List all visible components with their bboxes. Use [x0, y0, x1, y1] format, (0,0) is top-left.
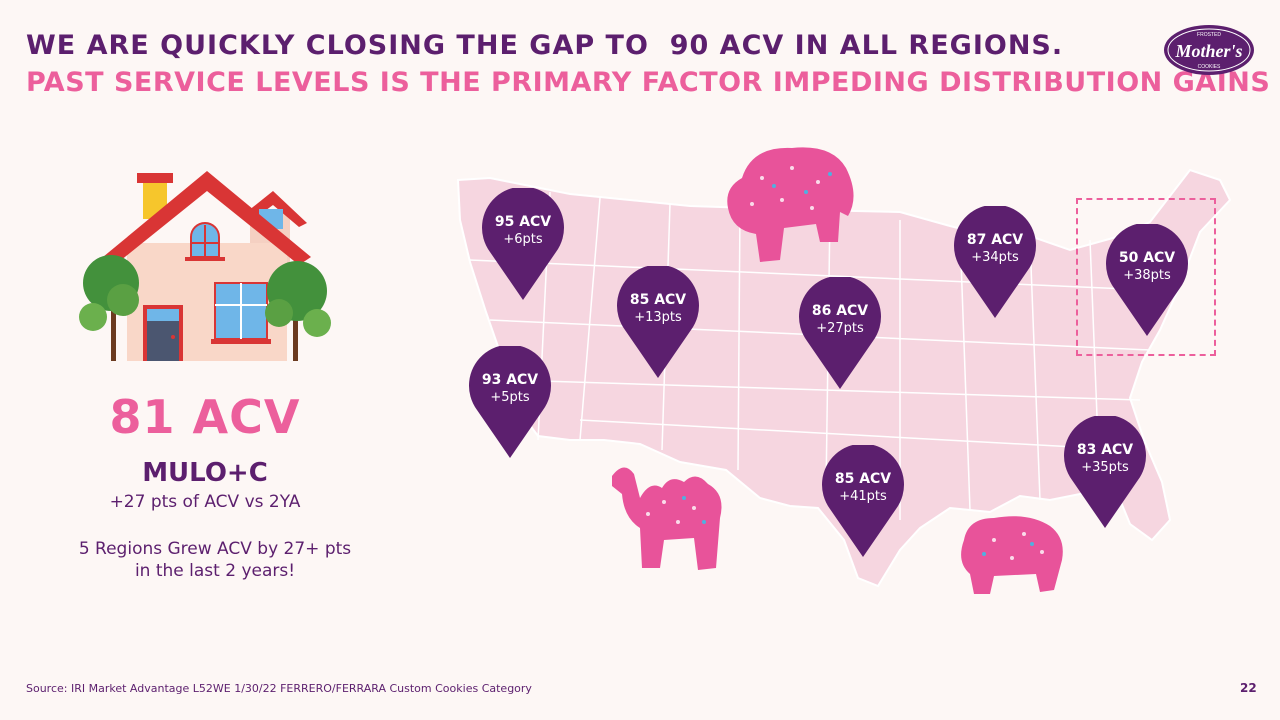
- region-pts: +38pts: [1123, 268, 1171, 283]
- region-acv: 93 ACV: [481, 372, 539, 388]
- source-note: Source: IRI Market Advantage L52WE 1/30/…: [26, 682, 532, 695]
- region-pts: +13pts: [634, 310, 682, 325]
- region-pin-northwest: 95 ACV +6pts: [480, 188, 566, 302]
- region-acv: 85 ACV: [834, 471, 892, 487]
- region-pts: +5pts: [490, 390, 530, 405]
- logo-top-text: FROSTED: [1197, 32, 1221, 38]
- slide-title-line2: PAST SERVICE LEVELS IS THE PRIMARY FACTO…: [26, 67, 1271, 98]
- logo-wordmark: Mother's: [1174, 41, 1242, 61]
- region-pin-great-lakes: 87 ACV +34pts: [952, 206, 1038, 320]
- slide-title-line1: WE ARE QUICKLY CLOSING THE GAP TO 90 ACV…: [26, 30, 1064, 61]
- region-pin-northeast: 50 ACV +38pts: [1104, 224, 1190, 338]
- region-pin-south-central: 85 ACV +41pts: [820, 445, 906, 559]
- region-pts: +27pts: [816, 321, 864, 336]
- region-pin-plains: 86 ACV +27pts: [797, 277, 883, 391]
- region-pts: +6pts: [503, 232, 543, 247]
- region-acv: 50 ACV: [1118, 250, 1176, 266]
- hippo-cookie: [954, 510, 1068, 602]
- logo-bottom-text: COOKIES: [1198, 64, 1221, 70]
- house-illustration: [75, 165, 335, 365]
- region-acv: 95 ACV: [494, 214, 552, 230]
- elephant-cookie: [722, 138, 862, 274]
- region-pts: +34pts: [971, 250, 1019, 265]
- page-number: 22: [1240, 681, 1257, 695]
- region-pin-california: 93 ACV +5pts: [467, 346, 553, 460]
- region-acv: 83 ACV: [1076, 442, 1134, 458]
- region-pin-southeast: 83 ACV +35pts: [1062, 416, 1148, 530]
- total-acv-value: 81 ACV: [109, 390, 301, 444]
- region-pin-mountain: 85 ACV +13pts: [615, 266, 701, 380]
- market-label: MULO+C: [142, 458, 268, 488]
- mothers-logo: FROSTED Mother's COOKIES: [1163, 24, 1255, 76]
- camel-cookie: [604, 458, 734, 578]
- regions-growth-note: 5 Regions Grew ACV by 27+ pts in the las…: [40, 538, 390, 582]
- northeast-highlight-box: [1076, 198, 1216, 356]
- region-pts: +35pts: [1081, 460, 1129, 475]
- regions-growth-note-line2: in the last 2 years!: [134, 561, 296, 581]
- regions-growth-note-line1: 5 Regions Grew ACV by 27+ pts: [78, 539, 352, 559]
- region-acv: 87 ACV: [966, 232, 1024, 248]
- region-pts: +41pts: [839, 489, 887, 504]
- region-acv: 85 ACV: [629, 292, 687, 308]
- acv-change: +27 pts of ACV vs 2YA: [109, 492, 301, 512]
- region-acv: 86 ACV: [811, 303, 869, 319]
